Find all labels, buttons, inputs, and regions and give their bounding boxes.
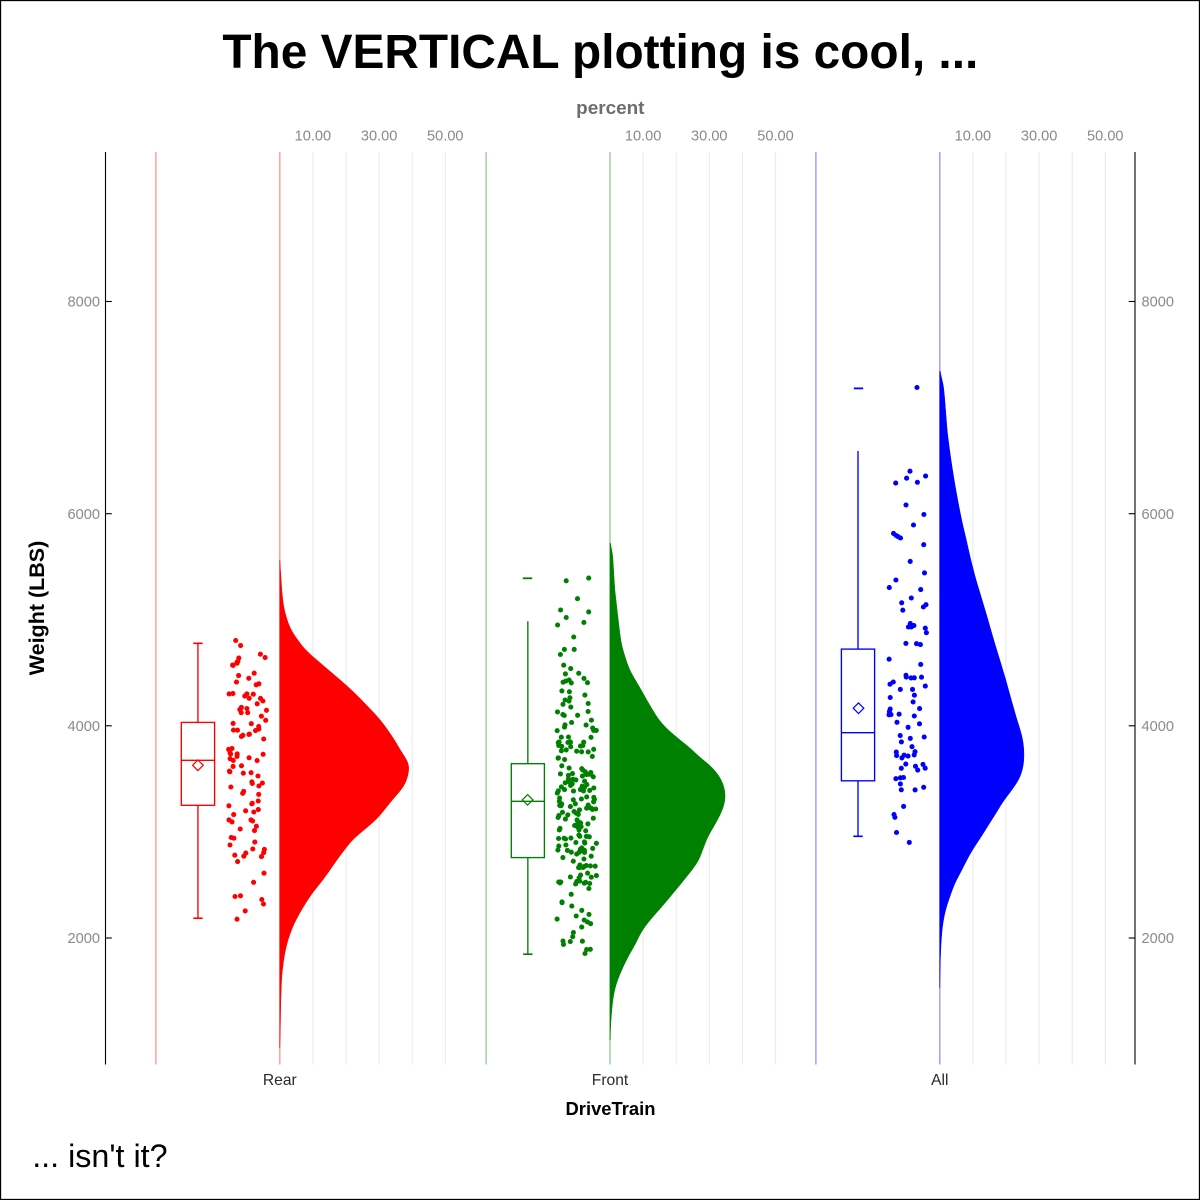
svg-text:2000: 2000 — [68, 931, 100, 947]
svg-text:10.00: 10.00 — [625, 129, 662, 145]
svg-text:50.00: 50.00 — [1087, 129, 1124, 145]
svg-text:4000: 4000 — [1142, 719, 1174, 735]
svg-text:30.00: 30.00 — [361, 129, 398, 145]
svg-text:10.00: 10.00 — [295, 129, 332, 145]
svg-text:6000: 6000 — [1142, 507, 1174, 523]
svg-text:percent: percent — [576, 98, 645, 119]
svg-text:Weight (LBS): Weight (LBS) — [25, 541, 49, 676]
svg-text:8000: 8000 — [1142, 295, 1174, 311]
svg-text:50.00: 50.00 — [757, 129, 794, 145]
svg-text:30.00: 30.00 — [1021, 129, 1058, 145]
svg-text:The VERTICAL plotting is cool,: The VERTICAL plotting is cool, ... — [222, 26, 978, 79]
svg-text:30.00: 30.00 — [691, 129, 728, 145]
svg-text:... isn't it?: ... isn't it? — [32, 1138, 167, 1174]
svg-text:4000: 4000 — [68, 719, 100, 735]
svg-text:Front: Front — [592, 1072, 629, 1089]
svg-text:8000: 8000 — [68, 295, 100, 311]
svg-text:6000: 6000 — [68, 507, 100, 523]
svg-text:2000: 2000 — [1142, 931, 1174, 947]
svg-text:10.00: 10.00 — [955, 129, 992, 145]
svg-text:50.00: 50.00 — [427, 129, 464, 145]
svg-text:All: All — [931, 1072, 948, 1089]
svg-text:DriveTrain: DriveTrain — [566, 1098, 656, 1119]
svg-text:Rear: Rear — [263, 1072, 297, 1089]
